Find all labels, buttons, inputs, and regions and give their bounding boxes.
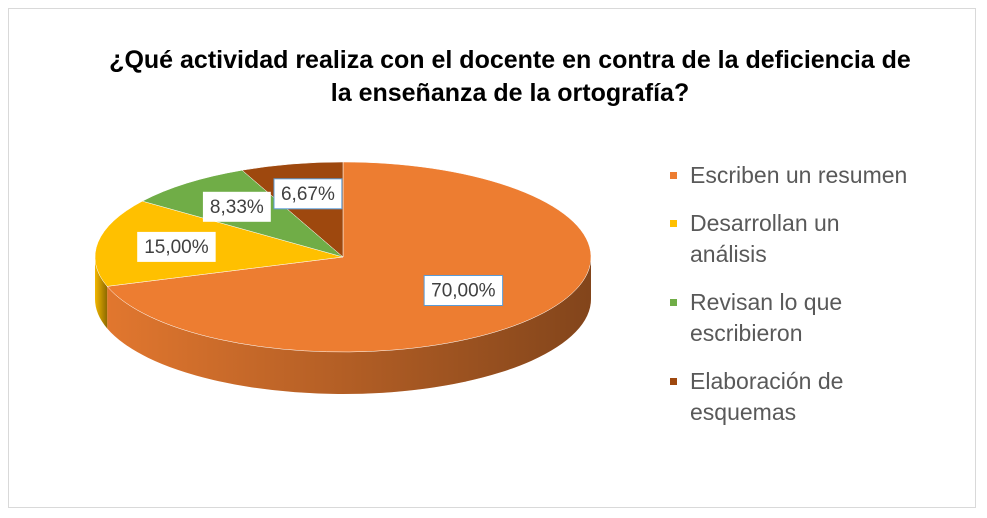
legend-label: Elaboración de esquemas bbox=[690, 368, 844, 425]
legend-swatch bbox=[670, 172, 677, 179]
data-label-box bbox=[423, 275, 504, 307]
slice bbox=[94, 200, 344, 287]
legend-item: Escriben un resumen bbox=[668, 160, 918, 191]
slice-side-shade bbox=[107, 257, 591, 395]
legend-swatch bbox=[670, 378, 677, 385]
data-label: 15,00% bbox=[144, 237, 209, 258]
legend: Escriben un resumen Desarrollan un anális… bbox=[668, 160, 918, 445]
slice-side-shade bbox=[95, 257, 108, 329]
data-label: 70,00% bbox=[431, 281, 496, 302]
legend-swatch bbox=[670, 299, 677, 306]
data-label: 8,33% bbox=[210, 197, 264, 218]
legend-label: Escriben un resumen bbox=[690, 162, 908, 188]
legend-label: Revisan lo que escribieron bbox=[690, 289, 843, 346]
data-label-box bbox=[137, 231, 216, 262]
chart-border bbox=[8, 8, 976, 508]
legend-item: Revisan lo que escribieron bbox=[668, 287, 918, 349]
legend-label: Desarrollan un análisis bbox=[690, 210, 840, 267]
legend-item: Desarrollan un análisis bbox=[668, 208, 918, 270]
legend-swatch bbox=[670, 220, 677, 227]
chart-title: ¿Qué actividad realiza con el docente en… bbox=[109, 46, 911, 107]
data-label: 6,67% bbox=[281, 184, 335, 205]
data-label-box bbox=[202, 191, 271, 222]
legend-item: Elaboración de esquemas bbox=[668, 366, 918, 428]
data-label-box bbox=[273, 178, 343, 210]
